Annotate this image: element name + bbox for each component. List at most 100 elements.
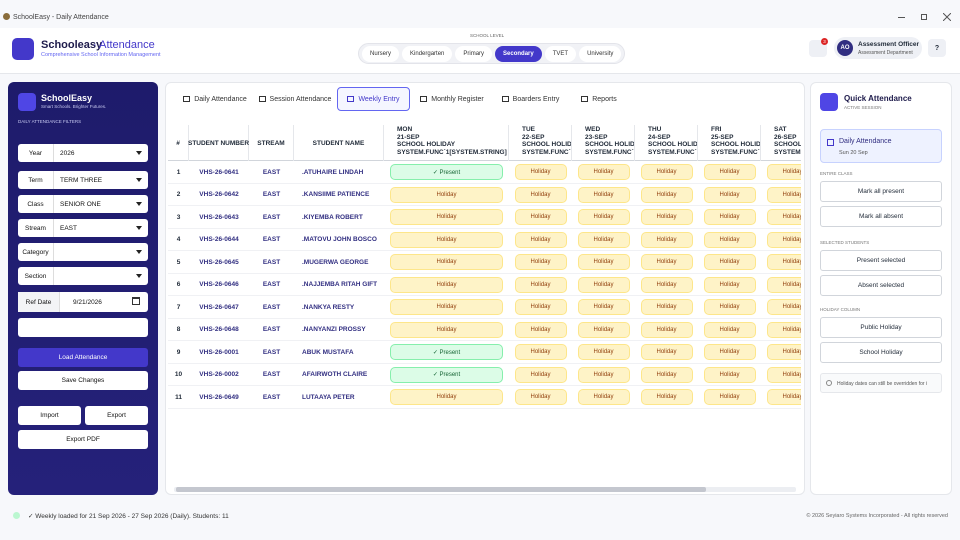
attendance-cell[interactable]: Holiday: [390, 231, 503, 248]
level-pill[interactable]: TVET: [544, 45, 577, 62]
level-pill[interactable]: Primary: [455, 45, 493, 62]
attendance-cell[interactable]: Holiday: [577, 321, 630, 338]
attendance-cell[interactable]: Holiday: [390, 186, 503, 203]
filter-field[interactable]: Term TERM THREE: [18, 171, 148, 189]
attendance-cell[interactable]: Holiday: [514, 209, 567, 225]
attendance-cell[interactable]: Holiday: [514, 254, 567, 270]
attendance-cell[interactable]: Holiday: [640, 209, 693, 225]
quick-button[interactable]: Mark all present: [820, 181, 942, 202]
attendance-cell[interactable]: Holiday: [390, 299, 503, 315]
level-pill[interactable]: Secondary: [495, 45, 542, 62]
attendance-cell[interactable]: Holiday: [640, 321, 693, 338]
attendance-cell[interactable]: Holiday: [703, 344, 756, 360]
attendance-cell[interactable]: Holiday: [766, 276, 801, 293]
attendance-cell[interactable]: Holiday: [703, 231, 756, 248]
attendance-cell[interactable]: Holiday: [390, 321, 503, 338]
attendance-cell[interactable]: Holiday: [577, 299, 630, 315]
attendance-cell[interactable]: Holiday: [766, 389, 801, 405]
minimize-button[interactable]: [898, 17, 905, 18]
export-button[interactable]: Export: [85, 406, 148, 425]
level-pill[interactable]: University: [579, 45, 622, 62]
attendance-cell[interactable]: Holiday: [390, 276, 503, 293]
close-button[interactable]: [941, 11, 953, 23]
quick-button[interactable]: School Holiday: [820, 342, 942, 363]
attendance-cell[interactable]: Holiday: [703, 366, 756, 383]
attendance-cell[interactable]: Holiday: [766, 164, 801, 180]
attendance-cell[interactable]: Holiday: [577, 389, 630, 405]
blank-field[interactable]: [18, 318, 148, 337]
attendance-cell[interactable]: Holiday: [766, 344, 801, 360]
quick-button[interactable]: Public Holiday: [820, 317, 942, 338]
attendance-cell[interactable]: Holiday: [577, 164, 630, 180]
attendance-cell[interactable]: Holiday: [766, 231, 801, 248]
attendance-cell[interactable]: Holiday: [766, 299, 801, 315]
tab[interactable]: Reports: [574, 87, 624, 111]
attendance-cell[interactable]: Holiday: [640, 276, 693, 293]
attendance-cell[interactable]: Holiday: [640, 389, 693, 405]
attendance-cell[interactable]: Holiday: [703, 164, 756, 180]
maximize-button[interactable]: [921, 14, 927, 20]
attendance-cell[interactable]: Holiday: [390, 389, 503, 405]
attendance-cell[interactable]: Holiday: [514, 299, 567, 315]
attendance-cell[interactable]: Holiday: [390, 254, 503, 270]
tab[interactable]: Monthly Register: [414, 87, 490, 111]
attendance-cell[interactable]: Holiday: [703, 209, 756, 225]
quick-button[interactable]: Mark all absent: [820, 206, 942, 227]
attendance-cell[interactable]: Holiday: [577, 276, 630, 293]
attendance-cell[interactable]: ✓ Present: [390, 366, 503, 383]
filter-field[interactable]: Class SENIOR ONE: [18, 195, 148, 213]
attendance-cell[interactable]: Holiday: [640, 254, 693, 270]
attendance-cell[interactable]: Holiday: [703, 299, 756, 315]
tab[interactable]: Session Attendance: [257, 87, 333, 111]
tab[interactable]: Boarders Entry: [493, 87, 568, 111]
filter-field[interactable]: Category: [18, 243, 148, 261]
filter-field[interactable]: Year 2026: [18, 144, 148, 162]
attendance-cell[interactable]: Holiday: [577, 366, 630, 383]
export-pdf-button[interactable]: Export PDF: [18, 430, 148, 449]
level-pill[interactable]: Nursery: [362, 45, 400, 62]
attendance-cell[interactable]: Holiday: [640, 164, 693, 180]
attendance-cell[interactable]: Holiday: [577, 344, 630, 360]
level-pill[interactable]: Kindergarten: [402, 45, 453, 62]
attendance-cell[interactable]: Holiday: [640, 366, 693, 383]
attendance-cell[interactable]: Holiday: [703, 276, 756, 293]
attendance-cell[interactable]: Holiday: [766, 209, 801, 225]
attendance-cell[interactable]: Holiday: [703, 186, 756, 203]
attendance-cell[interactable]: Holiday: [703, 389, 756, 405]
import-button[interactable]: Import: [18, 406, 81, 425]
attendance-cell[interactable]: Holiday: [514, 231, 567, 248]
attendance-cell[interactable]: Holiday: [766, 254, 801, 270]
attendance-cell[interactable]: Holiday: [514, 164, 567, 180]
user-chip[interactable]: [834, 37, 922, 59]
attendance-cell[interactable]: Holiday: [577, 254, 630, 270]
save-button[interactable]: Save Changes: [18, 371, 148, 390]
attendance-cell[interactable]: Holiday: [577, 209, 630, 225]
attendance-cell[interactable]: Holiday: [640, 231, 693, 248]
help-button[interactable]: ?: [928, 39, 946, 57]
load-button[interactable]: Load Attendance: [18, 348, 148, 367]
tab[interactable]: Daily Attendance: [178, 87, 252, 111]
attendance-cell[interactable]: Holiday: [640, 344, 693, 360]
attendance-cell[interactable]: Holiday: [514, 389, 567, 405]
ref-date-field[interactable]: Ref Date 9/21/2026: [18, 292, 148, 312]
quick-button[interactable]: Present selected: [820, 250, 942, 271]
attendance-cell[interactable]: Holiday: [514, 366, 567, 383]
attendance-cell[interactable]: Holiday: [514, 344, 567, 360]
attendance-cell[interactable]: ✓ Present: [390, 164, 503, 180]
attendance-cell[interactable]: ✓ Present: [390, 344, 503, 360]
attendance-cell[interactable]: Holiday: [766, 321, 801, 338]
attendance-cell[interactable]: Holiday: [577, 231, 630, 248]
attendance-cell[interactable]: Holiday: [640, 299, 693, 315]
attendance-cell[interactable]: Holiday: [390, 209, 503, 225]
scrollbar-thumb[interactable]: [176, 487, 706, 492]
attendance-cell[interactable]: Holiday: [766, 366, 801, 383]
attendance-cell[interactable]: Holiday: [766, 186, 801, 203]
attendance-cell[interactable]: Holiday: [703, 254, 756, 270]
attendance-cell[interactable]: Holiday: [514, 186, 567, 203]
attendance-cell[interactable]: Holiday: [640, 186, 693, 203]
filter-field[interactable]: Stream EAST: [18, 219, 148, 237]
attendance-cell[interactable]: Holiday: [514, 321, 567, 338]
attendance-cell[interactable]: Holiday: [514, 276, 567, 293]
quick-button[interactable]: Absent selected: [820, 275, 942, 296]
tab[interactable]: Weekly Entry: [337, 87, 410, 111]
